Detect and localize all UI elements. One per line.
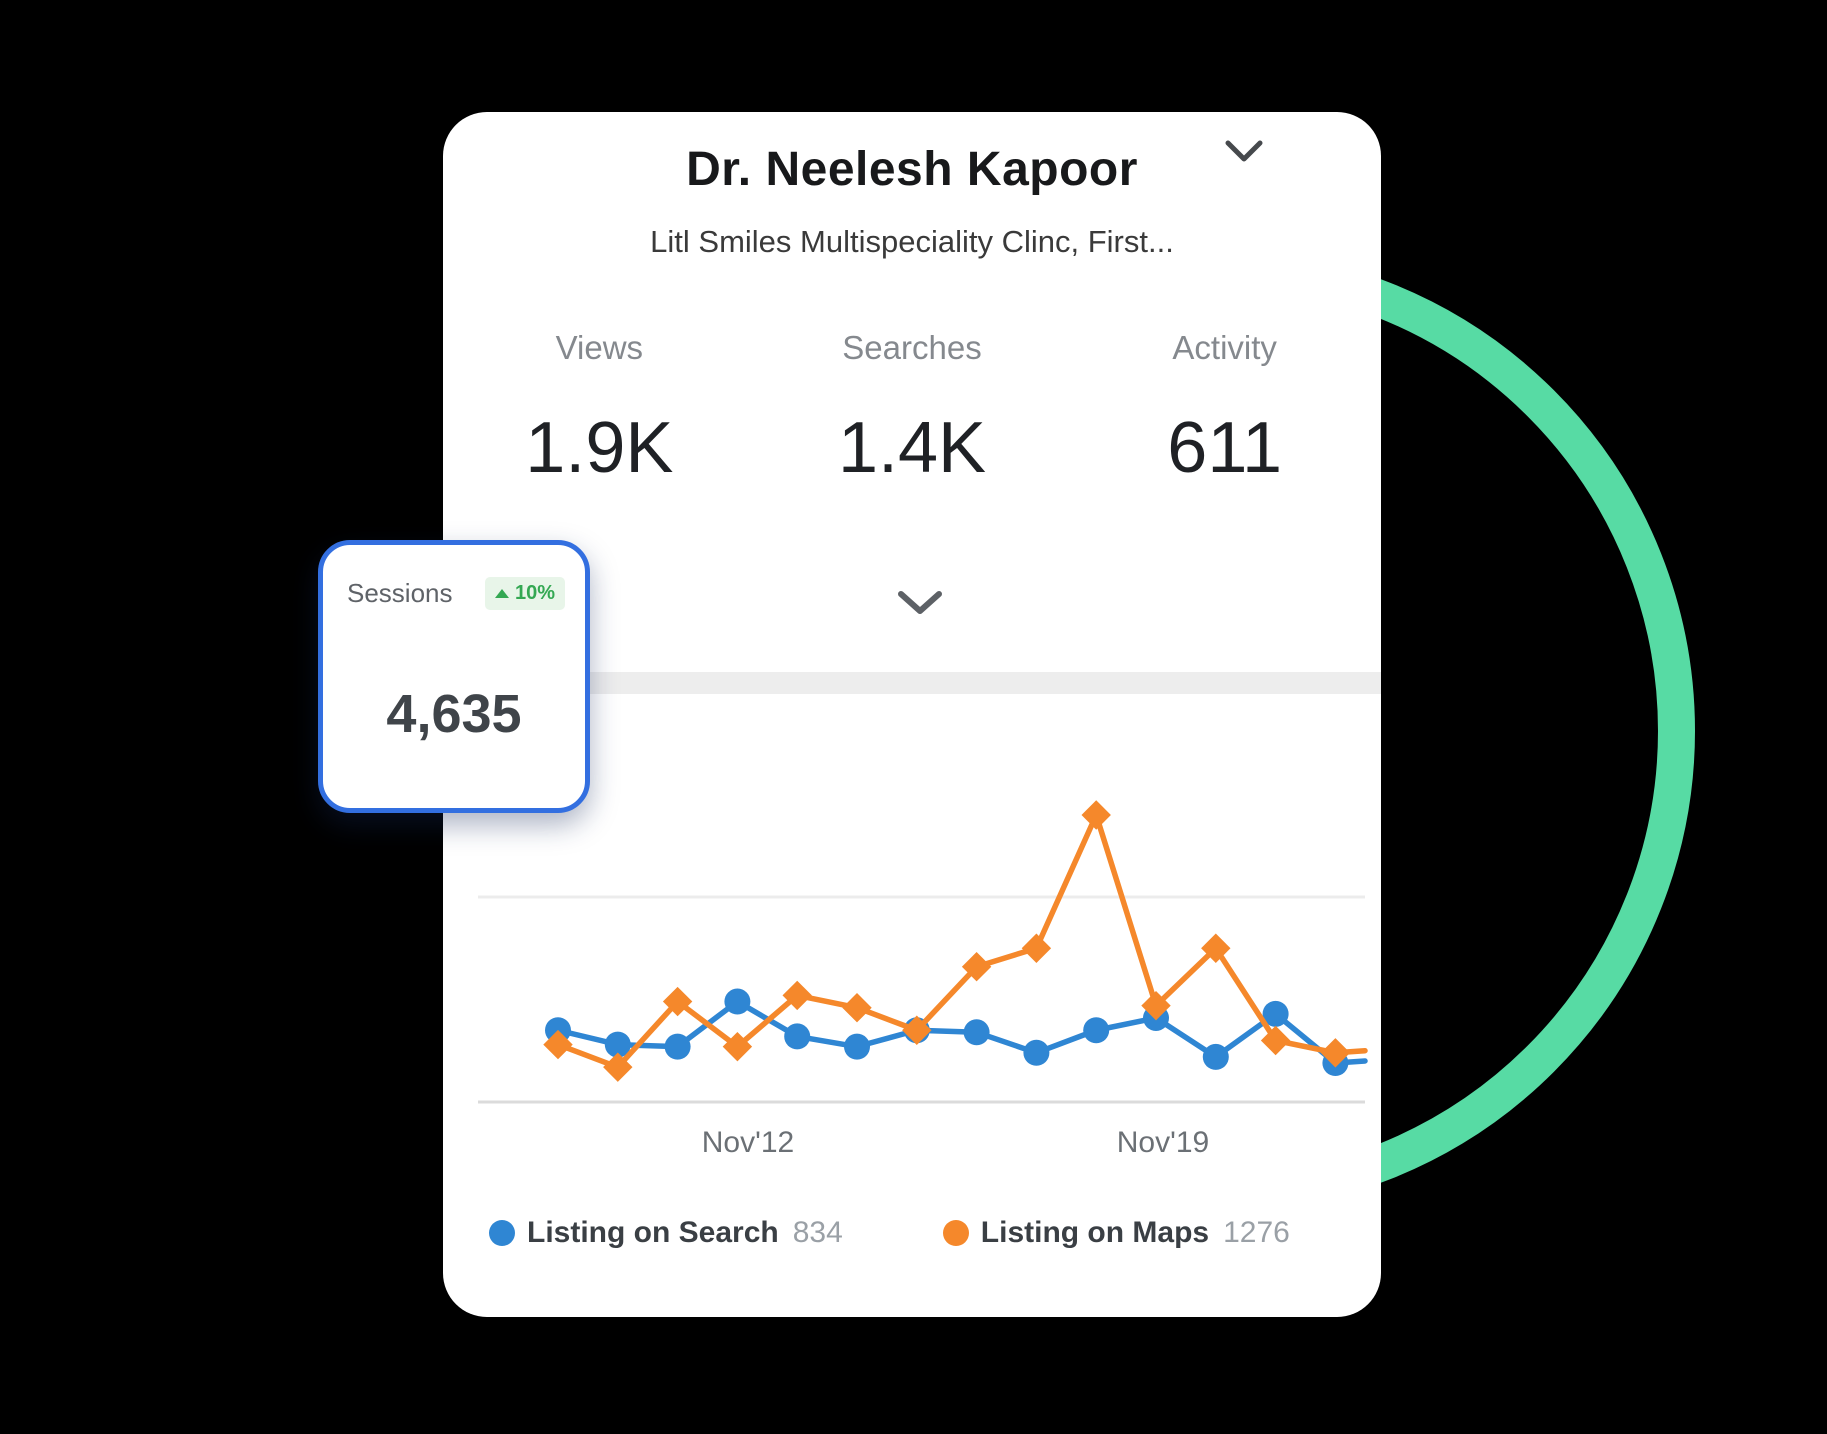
stat-searches-value: 1.4K	[837, 408, 987, 488]
search-series-dot-icon	[489, 1220, 515, 1246]
profile-name: Dr. Neelesh Kapoor	[686, 143, 1138, 196]
sessions-card: Sessions 10% 4,635	[318, 540, 590, 813]
up-arrow-icon	[494, 589, 509, 598]
legend-item-maps: Listing on Maps 1276	[942, 1216, 1290, 1250]
stat-views-label: Views	[555, 329, 644, 366]
stat-activity-label: Activity	[1172, 329, 1277, 366]
clinic-name: Litl Smiles Multispeciality Clinc, First…	[650, 224, 1174, 259]
stat-activity-value: 611	[1167, 408, 1283, 488]
chart-legend: Listing on Search 834 Listing on Maps 12…	[489, 1216, 1341, 1250]
profile-card: Dr. Neelesh Kapoor Litl Smiles Multispec…	[443, 112, 1381, 1317]
stat-searches: Searches 1.4K	[756, 328, 1069, 492]
maps-series-dot-icon	[942, 1220, 969, 1246]
collapse-chevron-icon[interactable]	[897, 590, 943, 616]
growth-value: 10%	[514, 582, 555, 604]
stat-searches-label: Searches	[842, 329, 982, 366]
svg-text:Nov'12: Nov'12	[702, 1126, 794, 1159]
legend-maps-label: Listing on Maps	[980, 1216, 1210, 1249]
sessions-value: 4,635	[386, 684, 522, 744]
sessions-label: Sessions	[347, 578, 453, 608]
analytics-line-chart: Nov'12 Nov'19	[478, 800, 1368, 1159]
stat-views-value: 1.9K	[525, 408, 674, 488]
legend-search-value: 834	[792, 1216, 843, 1249]
sessions-card-header: Sessions 10%	[347, 577, 565, 610]
legend-item-search: Listing on Search 834	[489, 1216, 843, 1250]
legend-search-label: Listing on Search	[527, 1216, 779, 1249]
stat-activity: Activity 611	[1068, 328, 1381, 492]
stats-row: Views 1.9K Searches 1.4K Activity 611	[443, 328, 1381, 492]
growth-badge: 10%	[484, 577, 565, 610]
stat-views: Views 1.9K	[443, 328, 756, 492]
section-divider	[443, 672, 1381, 694]
legend-maps-value: 1276	[1223, 1216, 1290, 1249]
chevron-down-icon[interactable]	[1225, 140, 1263, 162]
svg-text:Nov'19: Nov'19	[1117, 1126, 1209, 1159]
